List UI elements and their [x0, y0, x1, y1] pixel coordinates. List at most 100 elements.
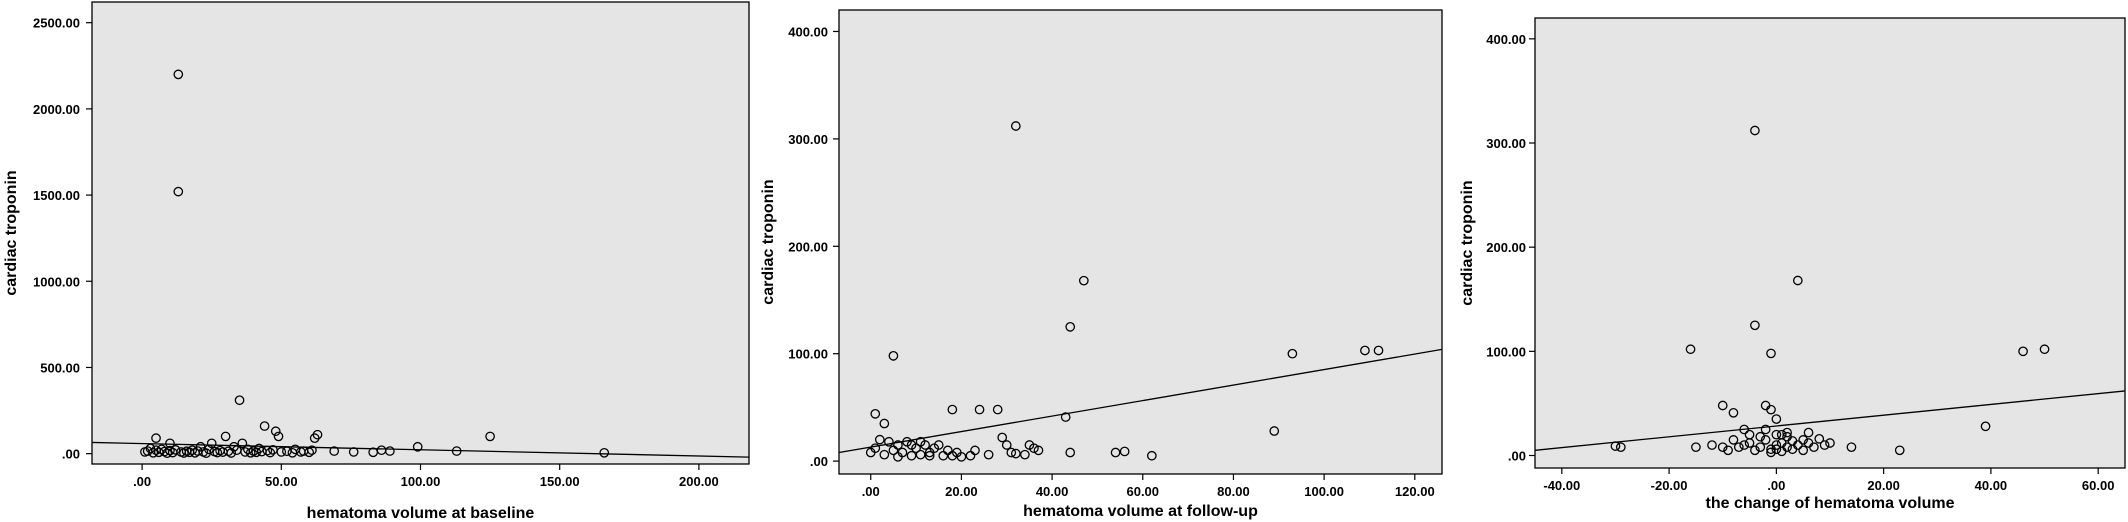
x-tick-label: 20.00	[1867, 478, 1900, 493]
x-tick-label: -20.00	[1651, 478, 1688, 493]
data-point	[1782, 427, 1792, 438]
data-point	[179, 448, 189, 458]
data-point	[1010, 121, 1021, 131]
data-point	[1110, 447, 1121, 458]
x-tick-label: 60.00	[1126, 484, 1159, 499]
data-point	[1723, 445, 1733, 456]
data-point	[974, 404, 985, 415]
data-point	[947, 450, 958, 461]
plot-area	[838, 9, 1443, 475]
y-tick-label: 300.00	[1486, 136, 1526, 151]
y-tick-label: .00	[62, 447, 80, 462]
y-tick-label: 500.00	[40, 360, 80, 375]
data-point	[259, 421, 270, 431]
data-point	[906, 440, 917, 450]
data-point	[1717, 400, 1728, 411]
data-point	[1782, 442, 1792, 453]
data-point	[915, 449, 926, 460]
data-point	[276, 447, 287, 457]
data-point	[947, 404, 958, 415]
data-point	[1792, 275, 1803, 286]
data-point	[1001, 440, 1012, 450]
x-tick-label: 40.00	[1036, 484, 1069, 499]
data-point	[1825, 438, 1835, 448]
data-point	[893, 440, 903, 450]
data-point	[983, 449, 994, 460]
y-tick-label: 1000.00	[33, 274, 80, 289]
y-axis-title: cardiac troponin	[1459, 180, 1476, 305]
fit-line	[1534, 390, 2126, 451]
data-point	[2018, 346, 2028, 357]
x-tick-label: 100.00	[1304, 484, 1344, 499]
data-point	[451, 446, 462, 456]
data-point	[307, 445, 317, 456]
fit-line	[838, 348, 1443, 454]
x-tick-label: 80.00	[1217, 484, 1250, 499]
y-tick-label: 200.00	[1486, 240, 1526, 255]
x-tick-label: -40.00	[1543, 478, 1580, 493]
data-point	[1717, 442, 1728, 453]
data-point	[165, 445, 175, 456]
data-point	[870, 443, 881, 454]
data-point	[204, 444, 214, 455]
data-point	[1798, 445, 1809, 456]
x-tick-label: 20.00	[945, 484, 978, 499]
data-point	[1078, 275, 1089, 286]
data-point	[1733, 442, 1744, 453]
data-point	[1029, 443, 1039, 454]
data-point	[879, 418, 890, 429]
x-tick-label: .00	[1767, 478, 1785, 493]
data-point	[1792, 440, 1803, 450]
data-point	[1755, 431, 1766, 442]
data-point	[992, 404, 1003, 415]
data-point	[1065, 447, 1076, 458]
data-point	[970, 445, 980, 456]
data-point	[265, 447, 276, 458]
data-point	[599, 447, 610, 458]
y-tick-label: 400.00	[1486, 32, 1526, 47]
data-point	[1750, 125, 1760, 136]
data-point	[151, 433, 161, 443]
y-tick-label: 200.00	[788, 239, 828, 254]
data-point	[924, 450, 935, 461]
data-point	[1846, 442, 1857, 453]
data-point	[997, 432, 1008, 443]
y-tick-label: 100.00	[1486, 344, 1526, 359]
y-axis-title: cardiac troponin	[760, 179, 777, 304]
data-point	[1269, 426, 1280, 436]
data-point	[1771, 429, 1782, 440]
data-point	[1809, 442, 1819, 453]
data-point	[270, 426, 281, 437]
x-tick-label: 100.00	[401, 474, 441, 489]
data-point	[874, 434, 885, 445]
scatter-panel-change: -40.00 -20.00 .00 20.00 40.00 60.00 .00 100.00 2…	[1459, 17, 2126, 512]
data-point	[329, 446, 340, 456]
data-point	[1610, 441, 1621, 451]
data-point	[1803, 427, 1814, 438]
data-point	[1755, 442, 1766, 453]
data-point	[1685, 344, 1696, 355]
data-point	[1691, 442, 1701, 453]
data-point	[1739, 440, 1750, 450]
data-point	[162, 448, 173, 458]
data-point	[312, 429, 323, 440]
data-point	[1744, 429, 1755, 440]
data-point	[1373, 345, 1384, 356]
y-tick-label: 2000.00	[33, 102, 80, 117]
x-tick-label: 40.00	[1975, 478, 2008, 493]
data-point	[956, 451, 967, 462]
data-point	[1980, 421, 1991, 432]
data-point	[170, 445, 181, 455]
x-axis-title: hematoma volume at baseline	[307, 505, 535, 522]
data-point	[1060, 412, 1071, 422]
y-tick-label: 2500.00	[33, 16, 80, 31]
data-point	[1287, 348, 1298, 359]
data-point	[879, 449, 890, 460]
data-point	[2039, 344, 2050, 355]
scatter-panel-follow-up: .00 20.00 40.00 60.00 80.00 100.00 120.00 .00 10…	[760, 9, 1443, 520]
data-point	[245, 447, 256, 458]
data-point	[1771, 444, 1782, 455]
data-point	[220, 431, 231, 442]
data-point	[1065, 322, 1076, 332]
